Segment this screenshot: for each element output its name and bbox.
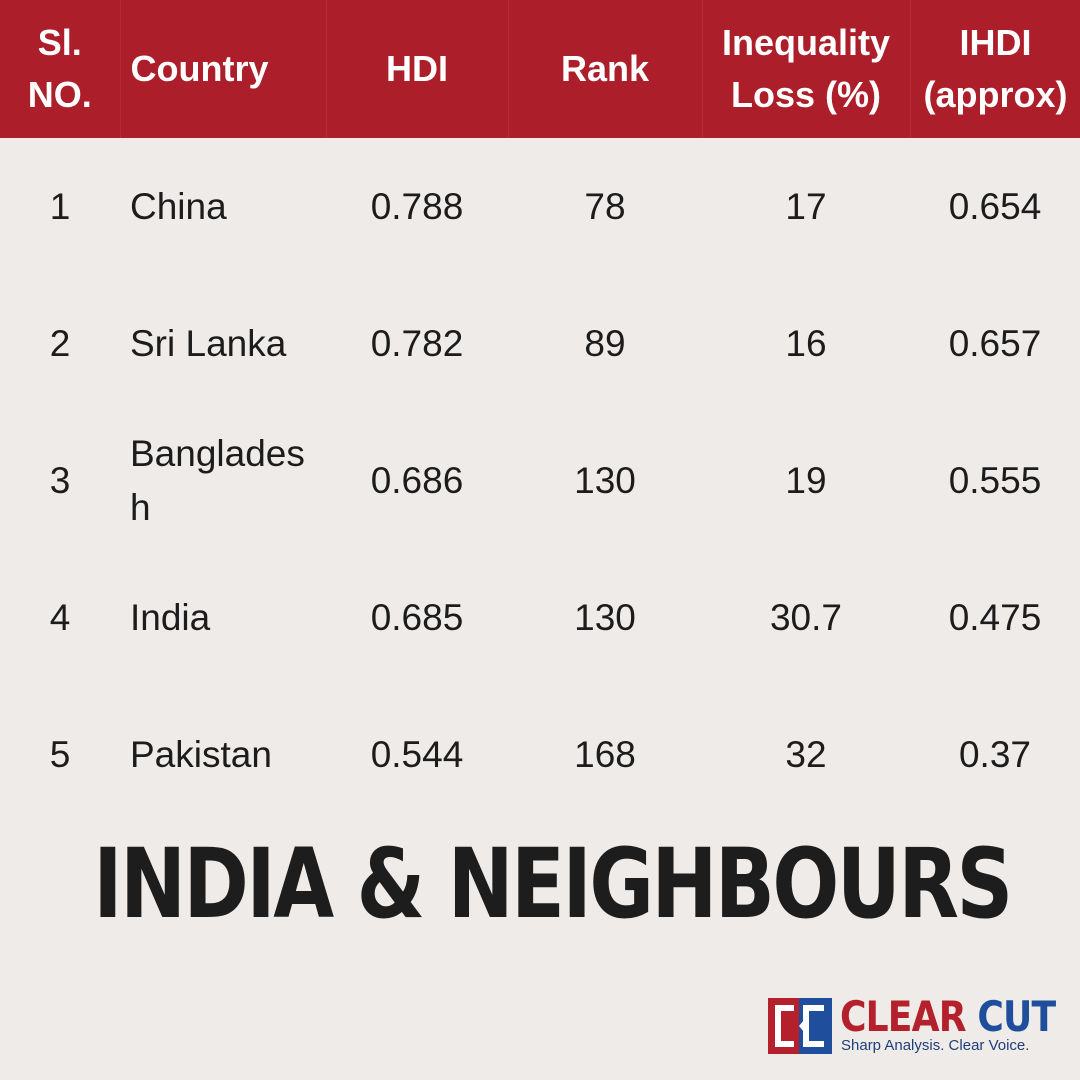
cell-hdi: 0.788: [370, 185, 464, 227]
cell-country: Bangladesh: [120, 412, 326, 549]
cell-sl-no: 3: [49, 459, 71, 501]
cell-rank: 130: [574, 596, 636, 638]
table-body: 1 China 0.788 78 17 0.654 2 Sri Lanka 0.782 89 16 0…: [0, 138, 1080, 823]
cell-inequality-loss: 30.7: [769, 596, 842, 638]
header-ihdi: IHDI (approx): [923, 21, 1068, 115]
table-row: 1 China 0.788 78 17 0.654: [0, 138, 1080, 275]
table-row: 4 India 0.685 130 30.7 0.475: [0, 549, 1080, 686]
cell-country: India: [120, 549, 326, 686]
cell-rank: 130: [574, 459, 636, 501]
cell-sl-no: 5: [49, 733, 71, 775]
page-title: INDIA & NEIGHBOURS: [93, 828, 1013, 940]
cell-inequality-loss: 19: [785, 459, 827, 501]
cell-inequality-loss: 32: [785, 733, 827, 775]
header-rank: Rank: [508, 0, 703, 138]
header-country: Country: [120, 0, 327, 138]
country-name: India: [130, 596, 211, 638]
cell-country: Sri Lanka: [120, 275, 326, 412]
country-name: Sri Lanka: [130, 322, 287, 364]
cell-ihdi: 0.654: [948, 185, 1042, 227]
table-row: 2 Sri Lanka 0.782 89 16 0.657: [0, 275, 1080, 412]
clear-cut-logo-name: CLEAR CUT: [840, 992, 1056, 1041]
cell-hdi: 0.782: [370, 322, 464, 364]
cell-sl-no: 1: [49, 185, 71, 227]
table-header-row: Sl. NO. Country HDI Rank Inequality Loss…: [0, 0, 1080, 138]
cell-rank: 89: [584, 322, 626, 364]
cell-ihdi: 0.555: [948, 459, 1042, 501]
country-name: China: [130, 185, 227, 227]
country-name: Pakistan: [130, 733, 272, 775]
cell-rank: 78: [584, 185, 626, 227]
clear-cut-logo-icon: [768, 998, 832, 1054]
table-header: Sl. NO. Country HDI Rank Inequality Loss…: [0, 0, 1080, 138]
cell-hdi: 0.544: [370, 733, 464, 775]
header-inequality-loss: Inequality Loss (%): [702, 0, 911, 138]
table-row: 5 Pakistan 0.544 168 32 0.37: [0, 686, 1080, 823]
cell-inequality-loss: 16: [785, 322, 827, 364]
cell-ihdi: 0.475: [948, 596, 1042, 638]
header-sl-no: Sl. NO.: [0, 0, 121, 138]
hdi-comparison-table: Sl. NO. Country HDI Rank Inequality Loss…: [0, 0, 1080, 823]
clear-cut-tagline: Sharp Analysis. Clear Voice.: [841, 1037, 1030, 1054]
clear-cut-logo: CLEAR CUT Sharp Analysis. Clear Voice.: [768, 992, 1058, 1058]
country-name: Bangladesh: [130, 432, 305, 528]
cell-country: Pakistan: [120, 686, 326, 823]
cell-sl-no: 2: [49, 322, 71, 364]
cell-hdi: 0.685: [370, 596, 464, 638]
cell-ihdi: 0.657: [948, 322, 1042, 364]
cell-hdi: 0.686: [370, 459, 464, 501]
cell-sl-no: 4: [49, 596, 71, 638]
header-hdi: HDI: [326, 0, 509, 138]
table-row: 3 Bangladesh 0.686 130 19 0.555: [0, 412, 1080, 549]
cell-ihdi: 0.37: [958, 733, 1031, 775]
cell-rank: 168: [574, 733, 636, 775]
cell-inequality-loss: 17: [785, 185, 827, 227]
cell-country: China: [120, 138, 326, 275]
